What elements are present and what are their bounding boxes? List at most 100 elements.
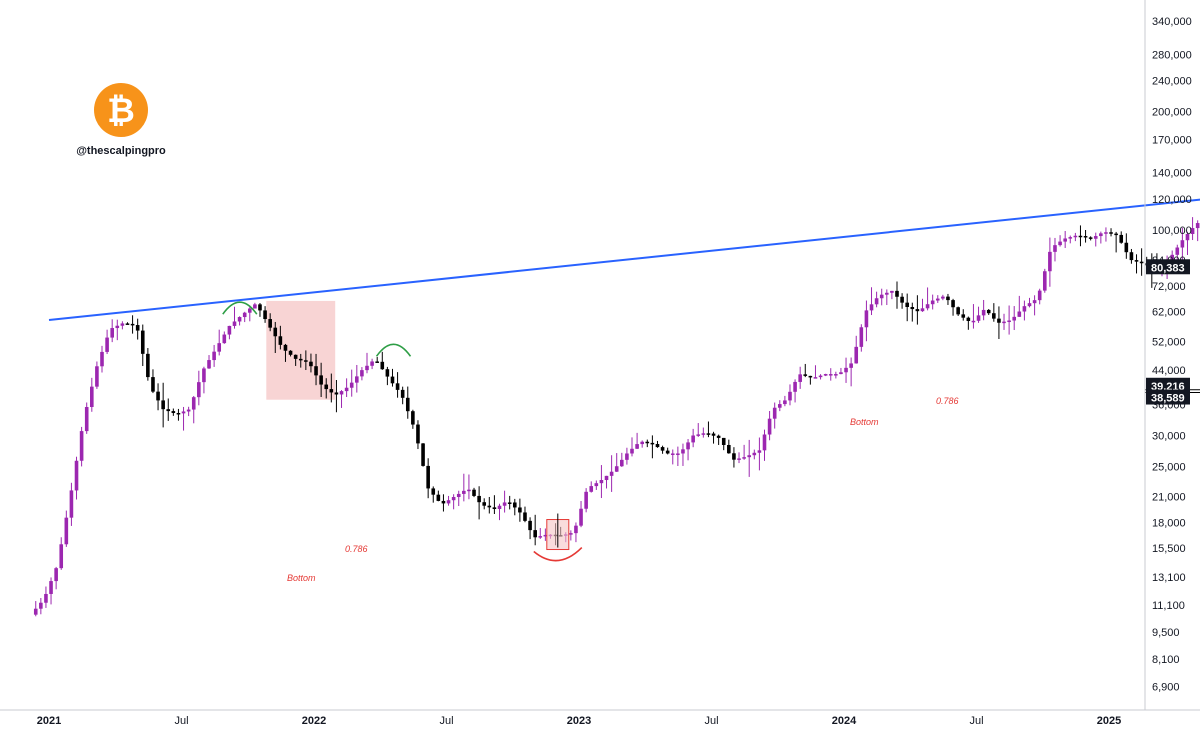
price-tick-label: 6,900 [1152,681,1180,693]
candle-body [380,361,385,370]
candle-body [665,450,670,454]
candle-body [176,412,181,415]
candle-body [1134,260,1139,262]
candle-body [910,307,915,310]
time-axis[interactable]: 2021 Jul 2022 Jul 2023 Jul 2024 Jul 2025 [37,715,1121,727]
candle-body [976,315,981,321]
candle-body [492,507,497,510]
candle-body [997,318,1001,323]
candle-body [900,296,904,303]
candle-body [757,450,762,453]
candle-body [400,389,405,398]
candle-body [288,350,293,355]
candle-body [793,381,797,392]
price-tick-label: 44,000 [1152,365,1186,377]
candle-body [1190,228,1195,235]
candle-body [1063,238,1067,242]
candle-body [569,533,573,535]
time-tick-label: Jul [174,715,188,727]
price-tick-label: 9,500 [1152,627,1180,639]
candle-body [298,358,303,361]
candle-body [518,507,522,513]
price-tick-label: 25,000 [1152,462,1186,474]
candle-body [472,489,476,496]
candle-body [1078,235,1083,238]
price-label-box [1146,389,1190,405]
candle-body [253,304,257,309]
price-tick-label: 52,000 [1152,337,1186,349]
bitcoin-logo-circle [94,83,148,137]
candle-body [161,400,165,410]
candle-body [74,460,79,491]
candle-body [395,383,400,390]
price-label-box [1146,259,1190,275]
candle-body [171,411,176,413]
candle-body [314,366,318,376]
candle-body [130,323,135,326]
candle-body [920,308,925,312]
candle-body [844,367,848,373]
candle-body [839,372,843,375]
candle-body [202,368,206,383]
top-cap-arc-2 [375,343,412,357]
candle-body [156,391,160,401]
candle-body [1129,252,1134,261]
candle-body [39,602,43,609]
candle-body [946,296,950,301]
candle-body [1022,306,1027,312]
price-tick-label: 8,100 [1152,654,1180,666]
candle-body [431,488,436,495]
candle-body [1037,290,1042,301]
candle-body [502,502,507,506]
candle-body [828,374,833,376]
price-tick-label: 21,000 [1152,491,1186,503]
candle-body [1017,311,1022,317]
fib-label-2: 0.786 [936,396,959,406]
candle-body [477,495,481,503]
bottom-label-1: Bottom [287,573,316,583]
candle-body [533,530,537,538]
candle-body [1119,234,1124,243]
candle-body [436,494,441,501]
candle-body [1053,245,1057,252]
candle-body [329,389,334,393]
candle-body [1088,237,1093,239]
price-tick-label: 18,000 [1152,518,1186,530]
candle-body [197,382,201,398]
candle-body [263,310,267,320]
candle-body [543,534,548,537]
candle-body [319,375,323,385]
candle-body [747,455,752,458]
candle-body [237,317,242,322]
candle-body [890,290,894,293]
candle-body [589,486,594,492]
candle-body [523,512,527,521]
candle-body [151,377,155,392]
candle-body [349,382,354,388]
handle-box [78,142,164,158]
time-tick-label: Jul [969,715,983,727]
candle-body [808,375,813,378]
candle-body [344,387,349,392]
candle-body [885,292,889,295]
cap-arcs-layer [222,301,412,357]
candle-body [630,448,634,454]
candles-layer [33,217,1200,617]
candle-body [951,300,955,308]
candle-body [864,310,869,328]
candle-body [879,294,884,299]
candle-body [1175,247,1180,255]
candle-body [370,361,374,366]
candle-body [110,328,114,338]
candle-body [992,313,996,319]
fib-label-1: 0.786 [345,544,368,554]
price-tick-label: 100,000 [1152,225,1192,237]
candle-body [135,325,140,331]
candle-body [456,493,461,498]
candle-body [956,307,960,315]
candle-body [803,374,808,376]
candle-body [446,500,451,504]
bitcoin-logo: ₿ [94,83,148,137]
